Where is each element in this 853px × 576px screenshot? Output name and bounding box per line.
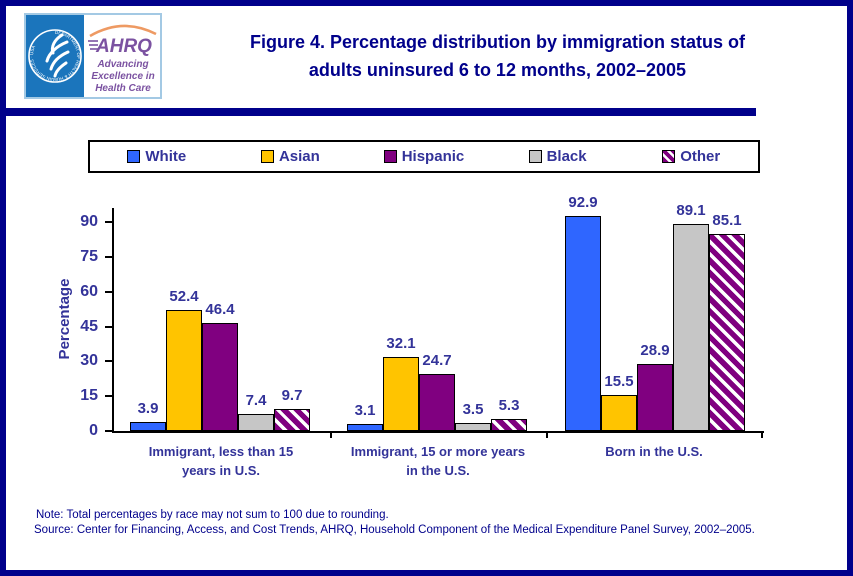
legend-item-black: Black: [491, 148, 625, 165]
y-axis-tick-label: 45: [80, 317, 98, 335]
hhs-seal: DEPARTMENT OF HEALTH & HUMAN SERVICES · …: [26, 15, 84, 97]
bar-white-group2: [347, 424, 383, 431]
legend-label-white: White: [145, 148, 187, 165]
x-axis-tick: [761, 431, 763, 438]
bar-value-label: 92.9: [568, 194, 598, 211]
speed-lines-icon: [88, 40, 98, 50]
y-axis-tick: [105, 395, 113, 398]
legend-swatch-hispanic-icon: [383, 150, 397, 163]
ahrq-tagline: Advancing Excellence in Health Care: [91, 59, 154, 94]
plot-area: Percentage 0 15 30 45 60 75 90 3.9 3.1 92.9 52.4 32…: [56, 194, 764, 478]
x-axis-category-label-line: Born in the U.S.: [605, 444, 703, 459]
svg-text:Excellence in: Excellence in: [91, 71, 154, 82]
bar-other-group2: [491, 419, 527, 431]
y-axis-tick-label: 75: [80, 248, 98, 266]
y-axis-tick: [105, 360, 113, 363]
x-axis-category-label-line: in the U.S.: [406, 463, 470, 478]
svg-text:Advancing: Advancing: [96, 59, 148, 70]
y-axis-tick: [105, 256, 113, 259]
note-text: Note: Total percentages by race may not …: [36, 509, 389, 521]
legend-item-hispanic: Hispanic: [357, 148, 491, 165]
bar-value-label: 9.7: [281, 387, 303, 404]
x-axis-category-label-line: Immigrant, 15 or more years: [350, 444, 526, 459]
x-axis-category-label: Immigrant, 15 or more years in the U.S.: [308, 442, 568, 480]
legend-label-asian: Asian: [278, 148, 320, 165]
legend-item-white: White: [90, 148, 224, 165]
legend-item-asian: Asian: [224, 148, 358, 165]
bar-asian-group3: [601, 395, 637, 431]
y-axis-tick-label: 15: [80, 387, 98, 405]
legend-label-black: Black: [546, 148, 587, 165]
ahrq-brand: AHRQ Advancing Excellence in Health Care: [84, 15, 160, 97]
bar-black-group1: [238, 414, 274, 431]
y-axis-tick: [105, 290, 113, 293]
bar-white-group1: [130, 422, 166, 431]
arc-icon: [89, 24, 157, 38]
bar-black-group3: [673, 224, 709, 431]
bar-other-group3: [709, 234, 745, 431]
x-axis-category-label-line: years in U.S.: [181, 463, 261, 478]
bar-value-label: 28.9: [640, 342, 670, 359]
legend-swatch-asian-icon: [260, 150, 274, 163]
bar-black-group2: [455, 423, 491, 431]
figure-title-line2: adults uninsured 6 to 12 months, 2002–20…: [308, 60, 687, 80]
y-axis-tick: [105, 325, 113, 328]
bar-asian-group2: [383, 357, 419, 431]
bar-other-group1: [274, 409, 310, 431]
legend-swatch-white-icon: [127, 150, 141, 163]
bar-value-label: 85.1: [712, 212, 742, 229]
y-axis-tick: [105, 221, 113, 224]
svg-text:Health Care: Health Care: [95, 83, 151, 94]
bar-hispanic-group2: [419, 374, 455, 431]
bar-value-label: 89.1: [676, 202, 706, 219]
x-axis-tick: [330, 431, 332, 438]
y-axis-tick-label: 30: [80, 352, 98, 370]
figure-title-line1: Figure 4. Percentage distribution by imm…: [249, 32, 746, 52]
bar-value-label: 3.1: [354, 402, 376, 419]
y-axis-tick-label: 60: [80, 282, 98, 300]
source-text: Source: Center for Financing, Access, an…: [34, 524, 755, 536]
legend-label-other: Other: [680, 148, 721, 165]
bar-hispanic-group1: [202, 323, 238, 431]
bar-value-label: 15.5: [604, 373, 634, 390]
figure-title: Figure 4. Percentage distribution by imm…: [166, 28, 829, 84]
bar-asian-group1: [166, 310, 202, 431]
ahrq-acronym: AHRQ: [95, 36, 152, 57]
legend-swatch-other-icon: [662, 150, 676, 163]
header-divider-bar: [6, 108, 756, 116]
x-axis-category-label: Immigrant, less than 15 years in U.S.: [91, 442, 351, 480]
bar-value-label: 3.5: [462, 401, 484, 418]
eagle-icon: [45, 33, 70, 78]
bar-value-label: 5.3: [498, 397, 520, 414]
legend-item-other: Other: [624, 148, 758, 165]
bar-value-label: 7.4: [245, 392, 267, 409]
bar-value-label: 3.9: [137, 400, 159, 417]
ahrq-hhs-logo: DEPARTMENT OF HEALTH & HUMAN SERVICES · …: [24, 13, 162, 99]
x-axis-tick: [546, 431, 548, 438]
bar-value-label: 52.4: [169, 288, 199, 305]
x-axis-category-label-line: Immigrant, less than 15: [148, 444, 294, 459]
chart-legend: White Asian Hispanic Black Other: [88, 140, 760, 173]
logo-graphic: DEPARTMENT OF HEALTH & HUMAN SERVICES · …: [26, 15, 160, 97]
y-axis-tick: [105, 430, 113, 432]
bar-value-label: 32.1: [386, 335, 416, 352]
bar-hispanic-group3: [637, 364, 673, 431]
legend-label-hispanic: Hispanic: [401, 148, 465, 165]
bar-value-label: 24.7: [422, 352, 452, 369]
bar-value-label: 46.4: [205, 301, 235, 318]
x-axis-category-label: Born in the U.S.: [524, 442, 784, 461]
y-axis-tick-label: 0: [89, 422, 98, 439]
bar-white-group3: [565, 216, 601, 431]
y-axis-tick-label: 90: [80, 213, 98, 231]
legend-swatch-black-icon: [528, 150, 542, 163]
